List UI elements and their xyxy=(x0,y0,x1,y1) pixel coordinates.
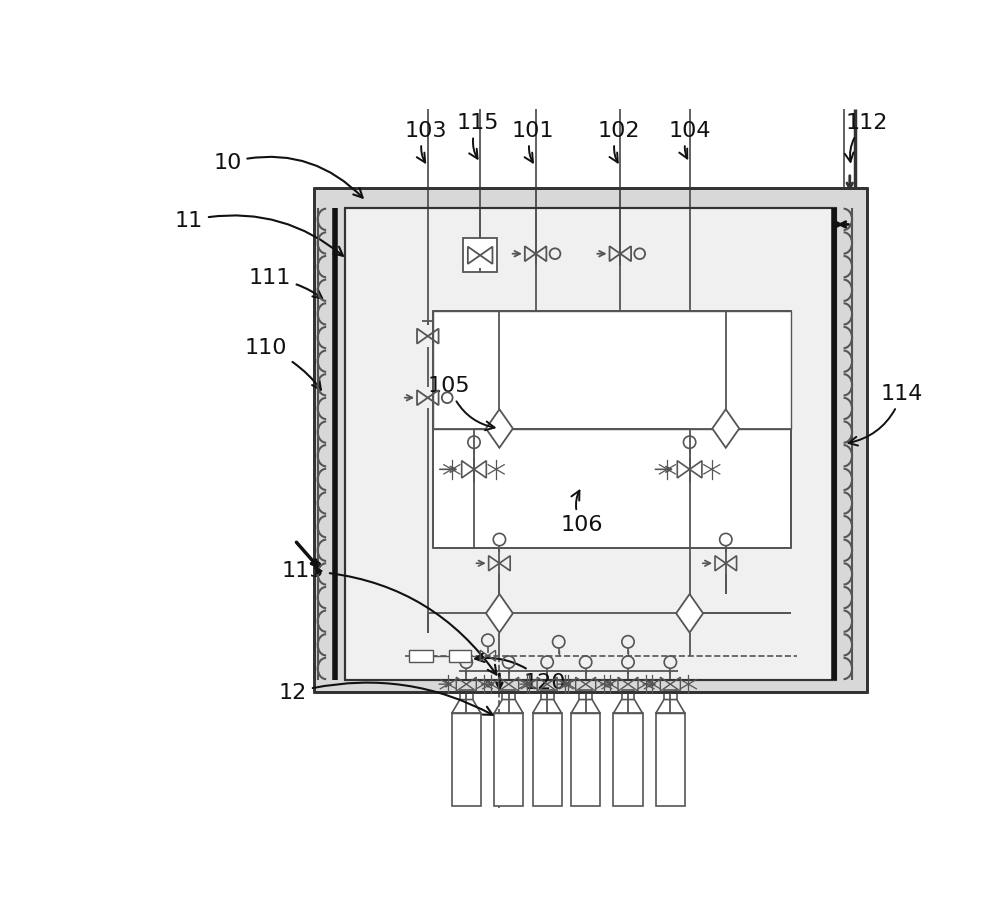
Bar xyxy=(452,714,481,805)
Text: 12: 12 xyxy=(279,683,493,715)
Text: 106: 106 xyxy=(561,490,603,535)
Polygon shape xyxy=(712,410,739,448)
Bar xyxy=(451,815,697,829)
Text: 101: 101 xyxy=(512,121,555,163)
Bar xyxy=(463,238,497,272)
Text: 11: 11 xyxy=(175,211,343,256)
Text: 10: 10 xyxy=(213,153,363,198)
Bar xyxy=(345,208,836,680)
Bar xyxy=(409,649,433,662)
Bar xyxy=(571,714,600,805)
Bar xyxy=(613,714,643,805)
Polygon shape xyxy=(676,594,703,633)
Text: 120: 120 xyxy=(475,653,566,693)
Bar xyxy=(433,311,791,429)
Text: 112: 112 xyxy=(845,113,888,162)
Polygon shape xyxy=(486,594,513,633)
Bar xyxy=(449,649,471,662)
Text: 105: 105 xyxy=(428,376,495,430)
Bar xyxy=(433,311,791,548)
Bar xyxy=(533,714,562,805)
Bar xyxy=(494,714,523,805)
Text: 111: 111 xyxy=(249,269,322,299)
Bar xyxy=(656,714,685,805)
Polygon shape xyxy=(834,220,844,229)
Text: 110: 110 xyxy=(245,338,321,390)
Polygon shape xyxy=(486,410,513,448)
Text: 121: 121 xyxy=(0,907,1,908)
Text: 115: 115 xyxy=(457,113,499,159)
Text: 104: 104 xyxy=(668,121,711,159)
Polygon shape xyxy=(315,567,323,576)
Bar xyxy=(314,188,867,692)
Text: 103: 103 xyxy=(404,121,447,163)
Text: 114: 114 xyxy=(848,384,923,446)
Text: 113: 113 xyxy=(282,561,496,675)
Text: 102: 102 xyxy=(598,121,640,163)
